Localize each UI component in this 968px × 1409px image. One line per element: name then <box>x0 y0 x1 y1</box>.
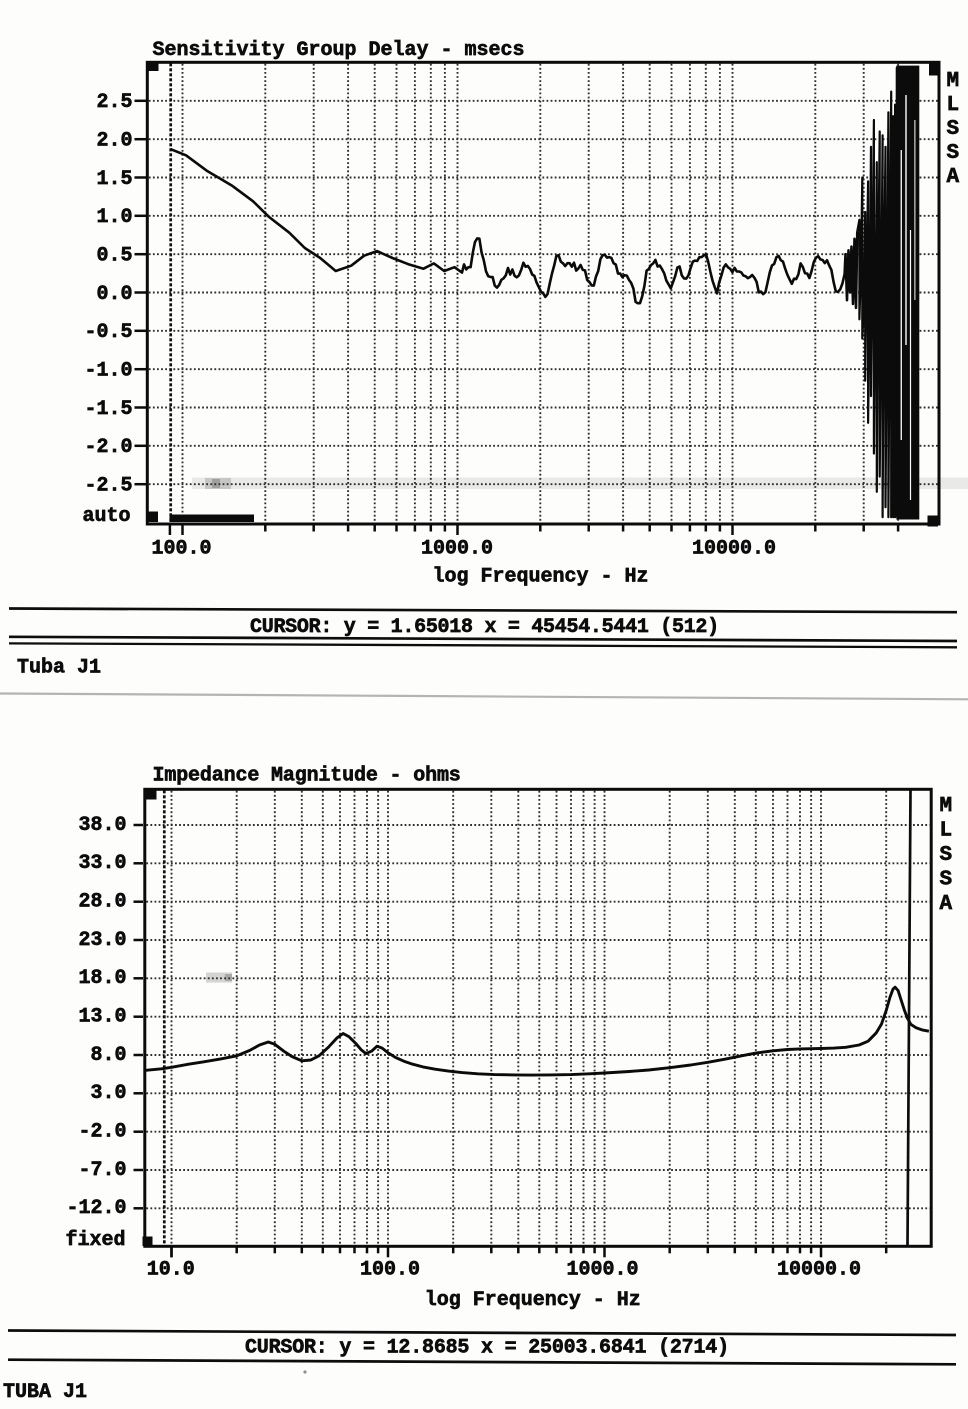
svg-text:28.0: 28.0 <box>78 890 126 913</box>
svg-text:auto: auto <box>83 505 131 528</box>
svg-text:Sensitivity Group Delay - msec: Sensitivity Group Delay - msecs <box>153 39 525 62</box>
svg-text:10000.0: 10000.0 <box>692 538 776 561</box>
svg-text:1000.0: 1000.0 <box>566 1259 638 1282</box>
svg-text:13.0: 13.0 <box>78 1005 126 1028</box>
svg-text:10.0: 10.0 <box>147 1259 195 1282</box>
svg-text:S: S <box>947 142 960 165</box>
svg-text:M: M <box>947 70 960 93</box>
svg-text:Impedance Magnitude - ohms: Impedance Magnitude - ohms <box>153 765 461 788</box>
svg-text:-2.0: -2.0 <box>78 1120 126 1143</box>
svg-text:100.0: 100.0 <box>360 1259 420 1282</box>
svg-text:3.0: 3.0 <box>90 1082 126 1105</box>
svg-text:1000.0: 1000.0 <box>421 538 493 561</box>
svg-text:S: S <box>947 118 960 141</box>
svg-text:log Frequency - Hz: log Frequency - Hz <box>425 1289 641 1312</box>
svg-text:CURSOR: y = 1.65018 x = 45454.: CURSOR: y = 1.65018 x = 45454.5441 (512) <box>250 616 719 639</box>
svg-text:0.5: 0.5 <box>96 245 132 268</box>
svg-text:1.5: 1.5 <box>96 168 132 191</box>
svg-text:-0.5: -0.5 <box>84 321 132 344</box>
svg-text:-1.5: -1.5 <box>84 398 132 421</box>
svg-text:Tuba J1: Tuba J1 <box>17 657 101 680</box>
svg-text:L: L <box>947 94 960 117</box>
svg-text:A: A <box>947 166 960 189</box>
svg-text:-2.0: -2.0 <box>84 436 132 459</box>
svg-text:38.0: 38.0 <box>78 814 126 837</box>
svg-text:0.0: 0.0 <box>96 283 132 306</box>
svg-text:A: A <box>940 893 953 916</box>
svg-text:S: S <box>940 869 953 892</box>
svg-text:TUBA J1: TUBA J1 <box>3 1381 87 1404</box>
svg-text:-2.5: -2.5 <box>84 475 132 498</box>
svg-text:L: L <box>940 820 953 843</box>
svg-text:-7.0: -7.0 <box>78 1159 126 1182</box>
svg-text:18.0: 18.0 <box>78 967 126 990</box>
svg-text:23.0: 23.0 <box>78 929 126 952</box>
svg-text:2.0: 2.0 <box>96 130 132 153</box>
svg-text:33.0: 33.0 <box>78 852 126 875</box>
svg-text:2.5: 2.5 <box>96 91 132 114</box>
svg-text:1.0: 1.0 <box>96 206 132 229</box>
svg-text:-1.0: -1.0 <box>84 360 132 383</box>
svg-text:100.0: 100.0 <box>151 538 211 561</box>
svg-text:M: M <box>940 795 953 818</box>
svg-text:fixed: fixed <box>66 1229 126 1252</box>
svg-text:-12.0: -12.0 <box>66 1197 126 1220</box>
svg-text:log Frequency - Hz: log Frequency - Hz <box>432 566 648 589</box>
svg-text:8.0: 8.0 <box>90 1044 126 1067</box>
svg-text:10000.0: 10000.0 <box>777 1259 861 1282</box>
svg-text:S: S <box>940 844 953 867</box>
svg-text:CURSOR: y = 12.8685 x = 25003.: CURSOR: y = 12.8685 x = 25003.6841 (2714… <box>245 1337 729 1360</box>
